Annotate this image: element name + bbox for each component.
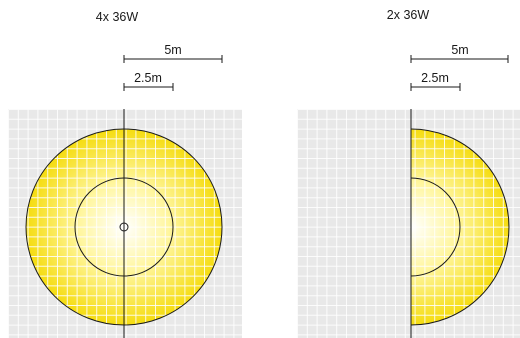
scale-label-5m: 5m [164, 43, 181, 57]
scale-label-5m: 5m [451, 43, 468, 57]
panel-title: 4x 36W [96, 10, 139, 24]
luminaire-center-marker [119, 222, 129, 232]
scale-bar-5m: 5m [410, 43, 509, 63]
panel-title: 2x 36W [387, 8, 430, 22]
scale-bar-5m: 5m [123, 43, 223, 63]
panel-4x36w: 4x 36W 5m 2.5m [8, 10, 242, 338]
scale-bar-2-5m: 2.5m [123, 71, 174, 91]
grid-lines [8, 109, 242, 338]
inner-radius-arc [410, 177, 461, 277]
grid-lines [297, 109, 520, 338]
scale-bar-2-5m: 2.5m [410, 71, 461, 91]
outer-radius-arc [410, 128, 510, 326]
scale-label-2-5m: 2.5m [134, 71, 162, 85]
scale-label-2-5m: 2.5m [421, 71, 449, 85]
panel-2x36w: 2x 36W 5m 2.5m [297, 8, 520, 338]
